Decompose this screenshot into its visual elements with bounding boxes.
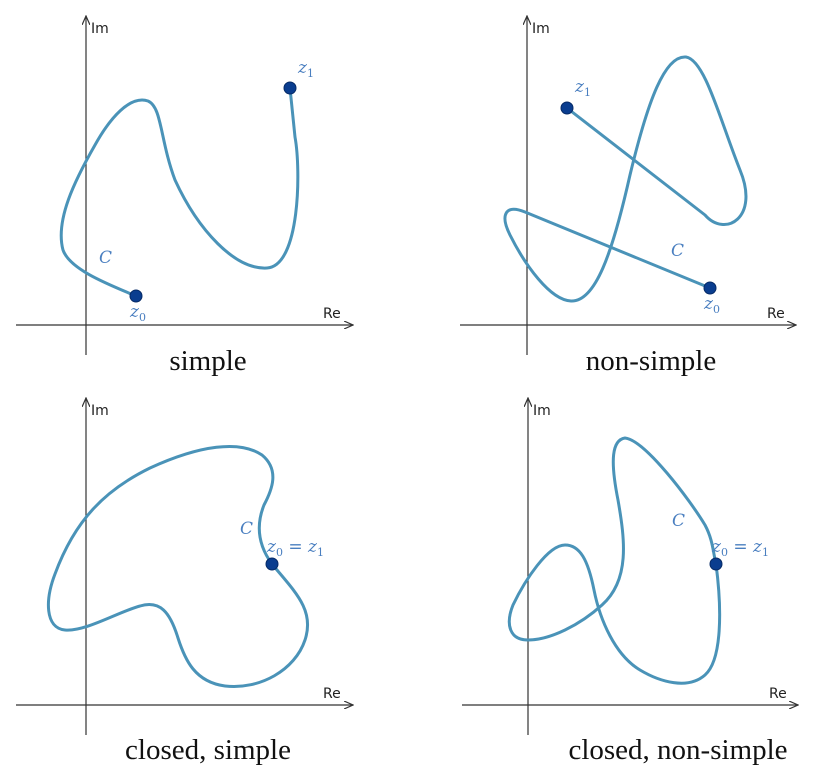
z1-label: z1 xyxy=(574,77,591,99)
curve-c xyxy=(507,436,722,685)
im-axis-label: Im xyxy=(91,21,109,37)
z0-z1-label: z0 = z1 xyxy=(266,537,324,559)
panel-closed-simple: Re Im C z0 = z1 closed, simple xyxy=(16,398,353,766)
re-axis-label: Re xyxy=(767,306,785,322)
caption: closed, non-simple xyxy=(568,734,787,766)
curve-label: C xyxy=(240,519,253,539)
re-axis-label: Re xyxy=(323,306,341,322)
curve-c xyxy=(503,55,748,303)
point-z0 xyxy=(129,289,143,303)
re-axis-label: Re xyxy=(769,686,787,702)
caption: closed, simple xyxy=(125,734,291,766)
curve-label: C xyxy=(671,241,684,261)
panel-closed-non-simple: Re Im C z0 = z1 closed, non-simple xyxy=(462,398,798,766)
curve-c xyxy=(46,445,310,689)
point-z0-z1 xyxy=(265,557,279,571)
im-axis-label: Im xyxy=(533,403,551,419)
curve-label: C xyxy=(672,511,685,531)
re-axis-label: Re xyxy=(323,686,341,702)
panel-non-simple: Re Im C z0 z1 non-simple xyxy=(460,16,796,377)
z0-label: z0 xyxy=(129,302,146,324)
z0-label: z0 xyxy=(703,294,720,316)
curve-c xyxy=(59,86,300,298)
point-z1 xyxy=(560,101,574,115)
caption: non-simple xyxy=(586,345,717,377)
z0-z1-label: z0 = z1 xyxy=(711,537,769,559)
im-axis-label: Im xyxy=(532,21,550,37)
point-z0 xyxy=(703,281,717,295)
panel-simple: Re Im C z0 z1 simple xyxy=(16,16,353,377)
point-z1 xyxy=(283,81,297,95)
curve-label: C xyxy=(99,248,112,268)
z1-label: z1 xyxy=(297,58,314,80)
caption: simple xyxy=(169,345,246,377)
im-axis-label: Im xyxy=(91,403,109,419)
point-z0-z1 xyxy=(709,557,723,571)
